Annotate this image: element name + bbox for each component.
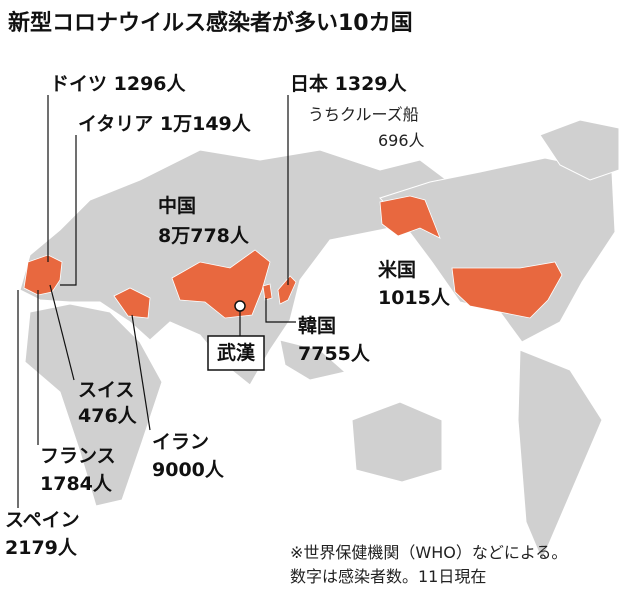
note: 数字は感染者数。11日現在 <box>290 567 486 586</box>
greenland <box>539 119 619 181</box>
case-count: 1万149人 <box>160 113 252 135</box>
country-name: スペイン <box>5 509 80 531</box>
usa <box>451 261 563 319</box>
country-label: イタリア 1万149人 <box>78 113 252 135</box>
note: ※世界保健機関（WHO）などによる。 <box>290 543 567 562</box>
case-count: 1329人 <box>335 73 408 95</box>
title: 新型コロナウイルス感染者が多い10カ国 <box>8 10 413 36</box>
country-name: イラン <box>152 431 209 453</box>
case-count: 1784人 <box>40 473 113 495</box>
country-label: 日本 1329人 <box>290 72 408 95</box>
case-count: 9000人 <box>152 459 225 481</box>
case-count: 476人 <box>78 405 138 427</box>
country-name: 中国 <box>158 194 196 217</box>
korea <box>262 283 273 301</box>
country-name: スイス <box>78 379 134 401</box>
case-count: 8万778人 <box>158 225 250 247</box>
country-name: 韓国 <box>298 314 336 337</box>
leader-iran <box>131 314 151 431</box>
country-name: イタリア <box>78 113 153 135</box>
case-count: 7755人 <box>298 343 371 365</box>
country-name: ドイツ <box>50 73 107 95</box>
southeast-asia <box>279 339 347 381</box>
leader-lines <box>17 95 296 508</box>
australia <box>351 401 443 483</box>
north-america <box>379 157 616 343</box>
leader-switzerland <box>49 284 75 381</box>
europe-countries <box>23 254 63 296</box>
city-box <box>207 335 265 371</box>
leader-italy <box>60 135 77 286</box>
country-name: 米国 <box>378 258 416 281</box>
city-name: 武漢 <box>217 341 256 364</box>
country-name: 日本 <box>290 72 328 95</box>
china <box>171 249 271 319</box>
leader-korea <box>265 298 296 323</box>
iran <box>113 287 151 319</box>
country-label: ドイツ 1296人 <box>50 73 187 95</box>
cruise-label: うちクルーズ船 <box>308 105 419 124</box>
south-america <box>517 349 603 562</box>
alaska <box>379 195 441 239</box>
world-map <box>19 119 619 562</box>
wuhan-marker <box>234 300 246 312</box>
case-count: 2179人 <box>5 537 78 559</box>
case-count: 1015人 <box>378 287 451 309</box>
country-name: フランス <box>40 445 116 467</box>
africa <box>24 303 163 507</box>
cruise-count: 696人 <box>378 131 425 150</box>
case-count: 1296人 <box>114 73 187 95</box>
